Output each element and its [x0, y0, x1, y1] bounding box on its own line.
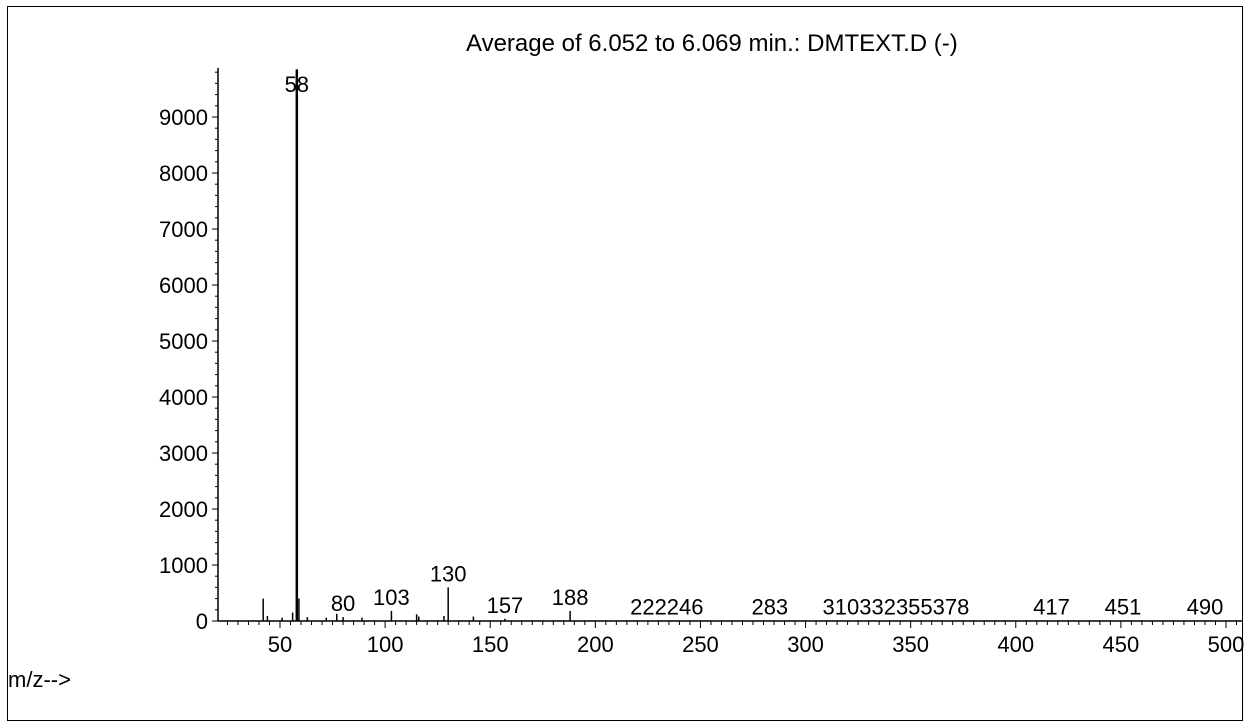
x-tick-label: 250 — [682, 632, 719, 657]
y-tick-label: 7000 — [159, 217, 208, 242]
y-tick-label: 5000 — [159, 329, 208, 354]
peak-label: 417 — [1033, 594, 1070, 619]
peak-label: 103 — [373, 585, 410, 610]
x-tick-label: 150 — [472, 632, 509, 657]
y-tick-label: 4000 — [159, 385, 208, 410]
peak-label: 188 — [552, 585, 589, 610]
x-tick-label: 450 — [1103, 632, 1140, 657]
peak-label: 130 — [430, 561, 467, 586]
y-tick-label: 3000 — [159, 441, 208, 466]
y-tick-label: 2000 — [159, 497, 208, 522]
y-tick-label: 1000 — [159, 553, 208, 578]
x-tick-label: 50 — [268, 632, 292, 657]
x-tick-label: 350 — [892, 632, 929, 657]
peak-label: 80 — [331, 591, 355, 616]
x-tick-label: 300 — [787, 632, 824, 657]
peak-label: 283 — [751, 594, 788, 619]
peak-label: 310332355378 — [823, 594, 970, 619]
y-tick-label: 0 — [196, 609, 208, 634]
peak-label: 222246 — [630, 594, 703, 619]
y-tick-label: 8000 — [159, 161, 208, 186]
peak-label: 490 — [1187, 594, 1224, 619]
x-tick-label: 400 — [997, 632, 1034, 657]
chart-title: Average of 6.052 to 6.069 min.: DMTEXT.D… — [466, 30, 958, 57]
y-tick-label: 6000 — [159, 273, 208, 298]
chart-frame — [7, 6, 1243, 721]
peak-label: 157 — [487, 593, 524, 618]
y-tick-label: 9000 — [159, 105, 208, 130]
x-tick-label: 100 — [367, 632, 404, 657]
x-tick-label: 500 — [1208, 632, 1245, 657]
x-tick-label: 200 — [577, 632, 614, 657]
peak-label: 451 — [1105, 594, 1142, 619]
x-axis-label: m/z--> — [8, 667, 71, 692]
peak-label: 58 — [285, 72, 309, 97]
